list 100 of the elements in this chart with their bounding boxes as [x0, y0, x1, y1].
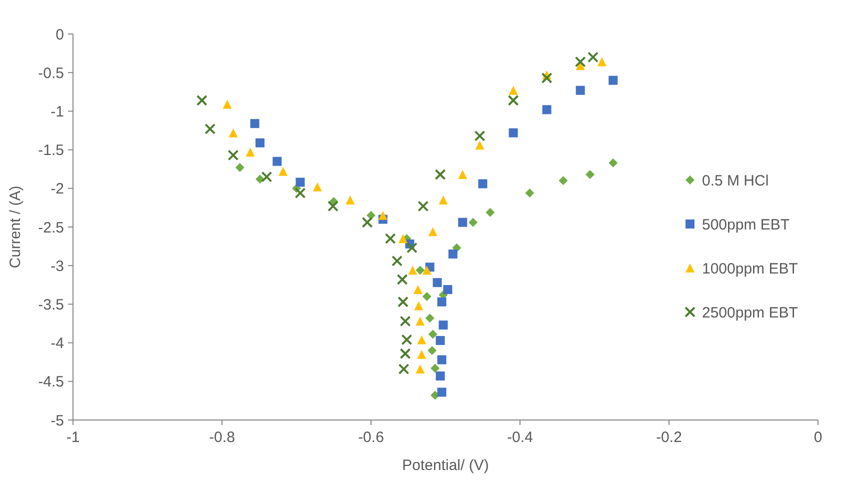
point — [434, 169, 446, 180]
point — [428, 330, 438, 339]
y-tick-label: -2.5 — [38, 219, 64, 236]
point — [416, 364, 425, 374]
y-axis-title: Current / (A) — [7, 186, 24, 268]
point — [478, 179, 488, 188]
legend-label: 0.5 M HCl — [702, 172, 769, 190]
point — [417, 335, 426, 344]
point — [428, 227, 438, 236]
point — [436, 336, 445, 345]
point — [474, 130, 486, 142]
y-tick-label: -5 — [50, 412, 64, 430]
point — [328, 200, 339, 212]
point — [576, 86, 585, 95]
point — [278, 166, 288, 176]
point — [296, 178, 305, 187]
legend-label: 2500ppm EBT — [702, 304, 798, 322]
point — [346, 195, 355, 204]
point — [541, 72, 552, 84]
point — [416, 266, 425, 275]
point — [400, 348, 411, 360]
y-tick-label: -0.5 — [38, 64, 64, 82]
point — [428, 346, 437, 356]
y-tick-label: -4.5 — [38, 374, 64, 391]
legend-label: 1000ppm EBT — [702, 260, 798, 278]
y-tick-label: -3 — [50, 258, 64, 275]
point — [413, 285, 422, 294]
point — [398, 296, 409, 308]
point — [588, 52, 599, 63]
point — [398, 234, 408, 244]
y-tick-label: 0 — [56, 26, 64, 44]
point — [425, 314, 434, 323]
point — [408, 266, 418, 275]
y-tick-label: -4 — [50, 335, 64, 352]
point — [272, 156, 282, 166]
point — [558, 176, 568, 186]
point — [486, 208, 495, 217]
point — [406, 242, 418, 254]
point — [508, 94, 519, 106]
point — [437, 355, 446, 364]
point — [438, 195, 448, 204]
x-tick-label: 0 — [814, 429, 822, 446]
point — [255, 174, 264, 184]
point — [204, 123, 216, 134]
point — [525, 188, 534, 198]
point — [228, 128, 238, 138]
point — [437, 297, 446, 306]
point — [422, 292, 432, 301]
point — [597, 57, 606, 66]
x-tick-label: -0.4 — [507, 429, 533, 446]
point — [508, 128, 518, 138]
y-tick-label: -1.5 — [38, 142, 64, 160]
point — [416, 316, 425, 326]
point — [436, 371, 445, 380]
point — [608, 158, 618, 168]
point — [542, 105, 552, 114]
y-tick-label: -1 — [50, 103, 64, 120]
point — [437, 388, 446, 397]
point — [443, 285, 452, 294]
x-tick-label: -0.2 — [656, 429, 682, 446]
point — [250, 119, 260, 128]
point — [222, 100, 232, 109]
point — [228, 150, 239, 161]
point — [261, 171, 272, 182]
point — [400, 316, 411, 327]
point — [294, 188, 306, 199]
point — [508, 86, 518, 95]
point — [417, 350, 426, 359]
point — [401, 334, 412, 346]
point — [398, 364, 410, 375]
point — [432, 278, 442, 288]
x-tick-label: -1 — [66, 429, 80, 446]
point — [235, 163, 244, 172]
point — [430, 364, 440, 373]
legend-label: 500ppm EBT — [702, 216, 790, 234]
point — [392, 255, 403, 266]
point — [448, 250, 458, 259]
y-tick-label: -3.5 — [38, 296, 64, 314]
point — [586, 170, 595, 180]
point — [366, 210, 376, 220]
point — [362, 216, 373, 228]
x-tick-label: -0.8 — [209, 429, 235, 446]
x-axis-title: Potential/ (V) — [402, 457, 489, 474]
point — [608, 76, 618, 85]
point — [475, 140, 484, 150]
point — [458, 218, 468, 227]
point — [418, 200, 429, 212]
point — [458, 170, 468, 180]
point — [468, 218, 478, 227]
point — [312, 182, 322, 192]
point — [438, 320, 448, 330]
point — [255, 138, 264, 148]
point — [574, 56, 586, 68]
point — [396, 274, 408, 285]
point — [414, 301, 424, 310]
point — [384, 233, 396, 244]
point — [378, 210, 388, 220]
point — [422, 266, 432, 275]
point — [246, 148, 255, 157]
point — [196, 94, 208, 106]
